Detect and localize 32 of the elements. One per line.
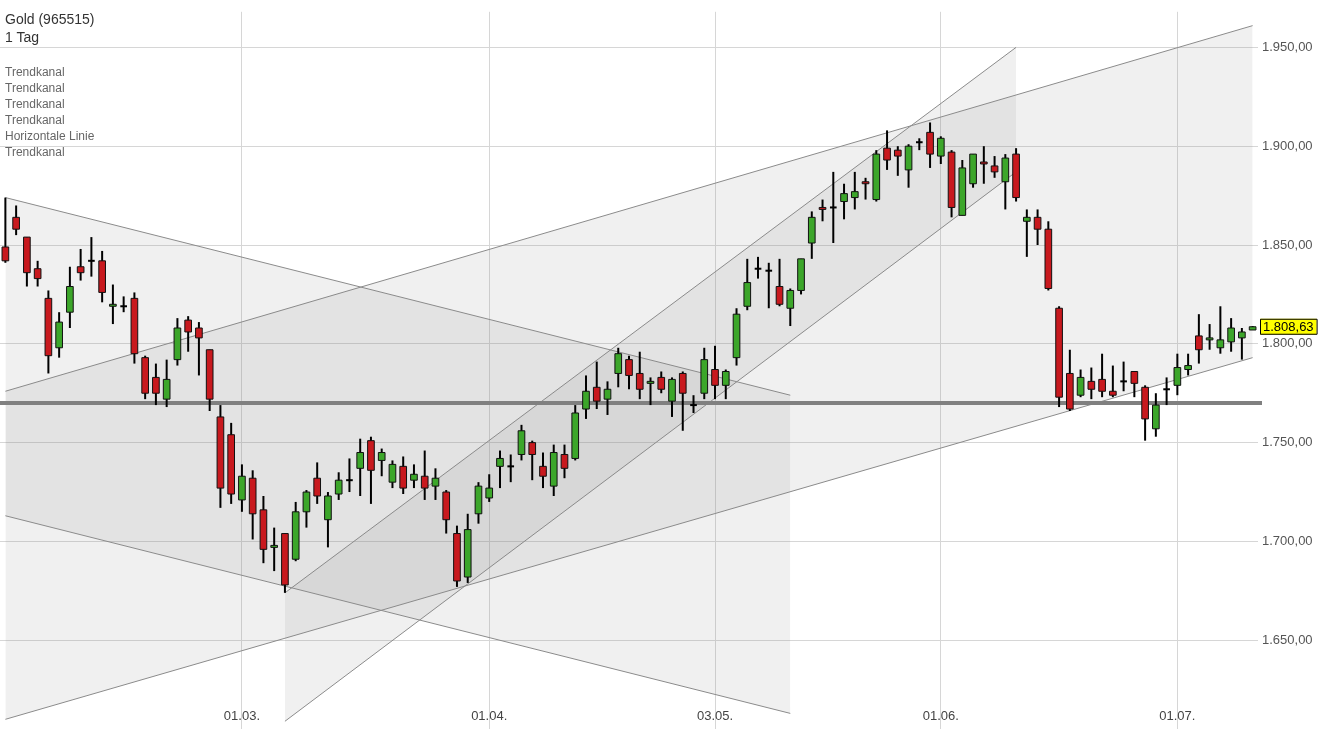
candlestick <box>1184 352 1192 377</box>
annotation: Trendkanal <box>5 97 65 111</box>
x-tick-label: 01.07. <box>1159 708 1196 724</box>
x-tick-label: 03.05. <box>696 708 734 724</box>
candlestick <box>753 255 763 280</box>
candlestick <box>87 236 96 278</box>
x-tick-label: 01.04. <box>471 708 508 724</box>
candlestick <box>506 453 516 484</box>
text: 1 Tag <box>5 29 39 45</box>
annotation: Trendkanal <box>5 145 65 159</box>
y-tick-label: 1.850,00 <box>1262 236 1313 252</box>
annotation: Trendkanal <box>5 113 65 127</box>
candlestick <box>764 261 774 310</box>
chart-title: Gold (965515) <box>5 11 95 27</box>
y-tick-label: 1.650,00 <box>1262 631 1313 647</box>
candlestick <box>711 344 719 401</box>
y-tick-label: 1.700,00 <box>1262 533 1313 549</box>
y-tick-label: 1.950,00 <box>1262 38 1313 54</box>
candlestick <box>828 170 838 245</box>
candlestick <box>345 457 354 494</box>
x-tick-label: 01.03. <box>223 708 260 724</box>
annotation: Trendkanal <box>5 65 65 79</box>
text: 1.808,63 <box>1263 319 1314 335</box>
annotation: Horizontale Linie <box>5 129 95 143</box>
candlestick <box>1162 376 1171 407</box>
y-tick-label: 1.800,00 <box>1262 335 1313 351</box>
x-tick-label: 01.06. <box>922 708 959 724</box>
candlestick <box>625 354 633 391</box>
y-tick-label: 1.750,00 <box>1262 434 1313 450</box>
candlestick <box>1119 360 1128 393</box>
y-tick-label: 1.900,00 <box>1262 137 1313 153</box>
annotation: Trendkanal <box>5 81 65 95</box>
